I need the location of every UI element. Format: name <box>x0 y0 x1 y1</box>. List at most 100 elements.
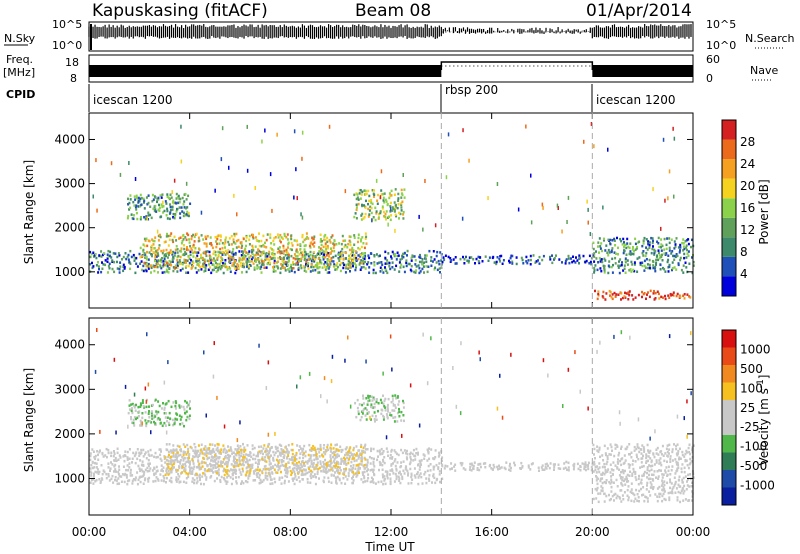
heat-cell <box>357 410 360 413</box>
heat-cell <box>198 248 201 251</box>
heat-cell <box>233 458 235 461</box>
heat-cell <box>167 271 170 274</box>
heat-cell <box>205 449 208 452</box>
scatter-echo <box>246 168 249 173</box>
heat-cell <box>172 454 175 457</box>
heat-cell <box>279 233 282 237</box>
heat-cell <box>151 253 153 256</box>
heat-cell <box>629 490 632 494</box>
heat-cell <box>128 466 131 469</box>
heat-cell <box>562 467 565 470</box>
heat-cell <box>258 468 261 472</box>
heat-cell <box>618 260 620 263</box>
heat-cell <box>150 246 153 249</box>
heat-cell <box>176 261 179 264</box>
heat-cell <box>484 462 487 465</box>
heat-cell <box>207 448 209 451</box>
heat-cell <box>283 479 286 483</box>
heat-cell <box>208 456 211 460</box>
heat-cell <box>602 459 605 462</box>
heat-cell <box>123 265 126 269</box>
heat-cell <box>227 445 229 448</box>
heat-cell <box>184 462 187 466</box>
heat-cell <box>176 413 178 416</box>
heat-cell <box>384 266 386 269</box>
heat-cell <box>147 258 150 261</box>
heat-cell <box>672 294 675 297</box>
heat-cell <box>684 452 687 456</box>
heat-cell <box>319 462 322 465</box>
heat-cell <box>685 244 688 247</box>
heat-cell <box>222 444 225 447</box>
heat-cell <box>115 459 118 463</box>
heat-cell <box>529 258 532 262</box>
heat-cell <box>216 235 219 238</box>
heat-cell <box>476 468 479 471</box>
heat-cell <box>641 261 644 264</box>
heat-cell <box>166 256 169 259</box>
heat-cell <box>376 458 379 462</box>
heat-cell <box>108 267 111 270</box>
heat-cell <box>192 261 195 265</box>
heat-cell <box>583 463 586 466</box>
heat-cell <box>187 447 190 451</box>
heat-cell <box>401 475 404 479</box>
heat-cell <box>644 254 647 258</box>
heat-cell <box>260 245 263 248</box>
heat-cell <box>421 267 424 271</box>
heat-cell <box>259 478 262 482</box>
heat-cell <box>608 480 611 484</box>
heat-cell <box>234 253 237 256</box>
heat-cell <box>403 419 405 423</box>
heat-cell <box>387 454 390 457</box>
heat-cell <box>113 452 116 455</box>
heat-cell <box>295 461 298 465</box>
heat-cell <box>372 462 375 466</box>
heat-cell <box>319 446 322 449</box>
heat-cell <box>188 241 191 244</box>
heat-cell <box>525 260 528 263</box>
heat-cell <box>182 211 185 215</box>
heat-cell <box>606 251 609 254</box>
heat-cell <box>572 464 575 467</box>
heat-cell <box>317 271 319 274</box>
heat-cell <box>454 463 457 466</box>
heat-cell <box>587 461 590 465</box>
heat-cell <box>619 497 622 500</box>
heat-cell <box>649 457 652 460</box>
heat-cell <box>145 262 148 265</box>
heat-cell <box>459 461 462 465</box>
heat-cell <box>352 251 354 254</box>
heat-cell <box>597 290 600 293</box>
heat-cell <box>185 198 188 201</box>
heat-cell <box>326 259 329 262</box>
heat-cell <box>628 290 631 293</box>
heat-cell <box>413 255 416 258</box>
heat-cell <box>131 421 134 424</box>
heat-cell <box>361 449 364 453</box>
scatter-echo <box>295 167 297 172</box>
heat-cell <box>166 217 169 220</box>
heat-cell <box>278 443 281 447</box>
heat-cell <box>258 260 261 263</box>
heat-cell <box>395 397 398 400</box>
heat-cell <box>630 488 633 491</box>
heat-cell <box>419 472 422 475</box>
heat-cell <box>188 471 191 475</box>
heat-cell <box>290 269 293 273</box>
heat-cell <box>368 194 371 198</box>
heat-cell <box>149 213 152 217</box>
heat-cell <box>637 446 640 450</box>
heat-cell <box>406 254 408 257</box>
heat-cell <box>145 424 148 428</box>
heat-cell <box>111 259 114 262</box>
heat-cell <box>675 268 678 271</box>
heat-cell <box>149 467 152 470</box>
heat-cell <box>170 251 173 255</box>
heat-cell <box>364 212 367 216</box>
heat-cell <box>261 250 264 254</box>
heat-cell <box>145 269 148 273</box>
scatter-echo <box>326 399 328 404</box>
heat-cell <box>118 271 121 274</box>
heat-cell <box>363 475 366 478</box>
